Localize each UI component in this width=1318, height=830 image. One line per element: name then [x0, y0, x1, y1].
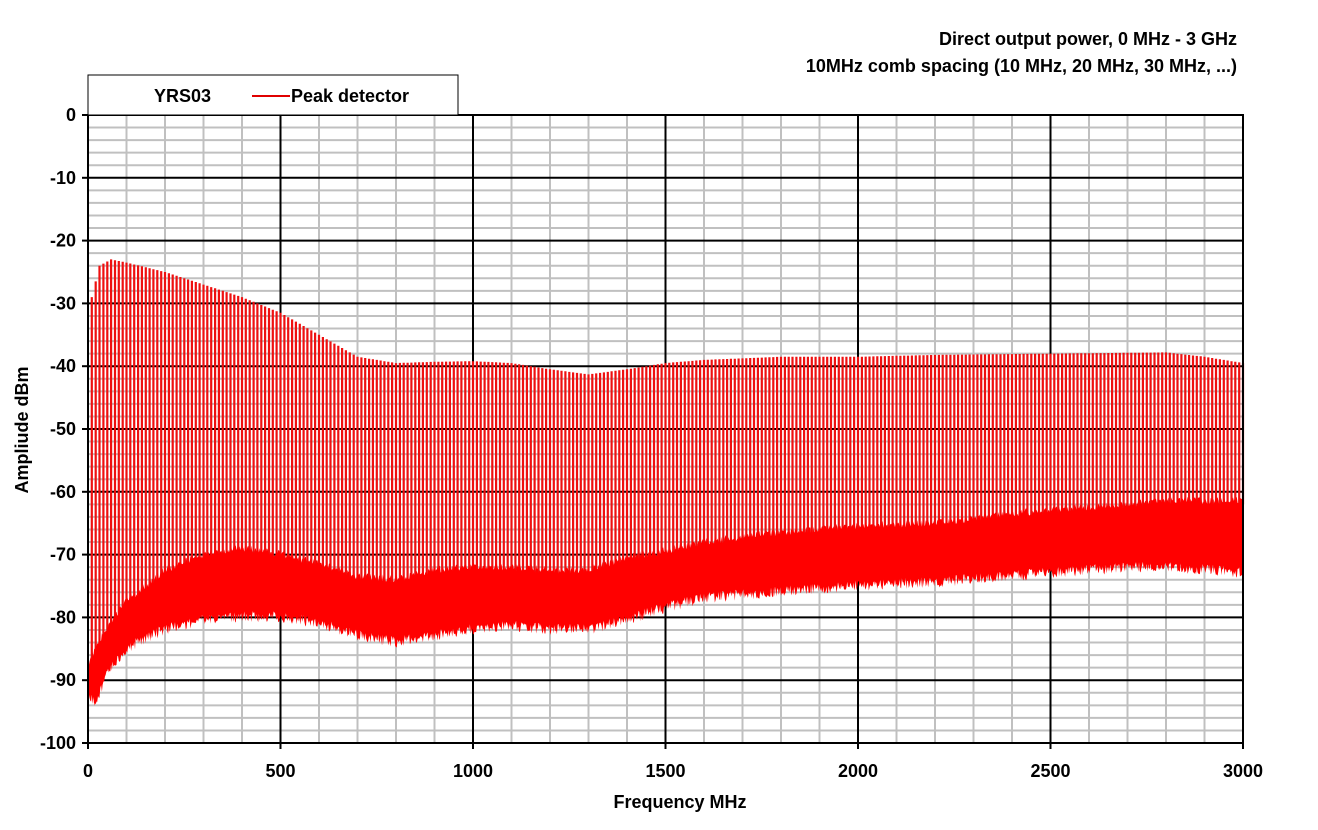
x-tick-label: 500: [265, 761, 295, 781]
y-axis-label: Ampliude dBm: [12, 366, 32, 493]
x-tick-label: 1000: [453, 761, 493, 781]
y-tick-label: -10: [50, 168, 76, 188]
y-tick-label: -80: [50, 607, 76, 627]
comb-spikes: [90, 259, 1245, 661]
x-tick-label: 2500: [1030, 761, 1070, 781]
y-tick-label: -30: [50, 293, 76, 313]
y-tick-label: -20: [50, 231, 76, 251]
x-tick-label: 1500: [645, 761, 685, 781]
x-tick-label: 3000: [1223, 761, 1263, 781]
chart-title-line-1: Direct output power, 0 MHz - 3 GHz: [938, 29, 1237, 49]
y-tick-label: 0: [66, 105, 76, 125]
x-tick-label: 2000: [838, 761, 878, 781]
legend-entry-peak-detector: Peak detector: [291, 86, 409, 106]
y-tick-label: -100: [40, 733, 76, 753]
x-tick-label: 0: [83, 761, 93, 781]
y-tick-label: -40: [50, 356, 76, 376]
noise-floor-band: [88, 496, 1243, 706]
y-tick-label: -50: [50, 419, 76, 439]
legend-title: YRS03: [154, 86, 211, 106]
y-tick-label: -90: [50, 670, 76, 690]
y-tick-label: -70: [50, 545, 76, 565]
legend: YRS03 Peak detector: [87, 74, 459, 116]
chart-title-line-2: 10MHz comb spacing (10 MHz, 20 MHz, 30 M…: [805, 56, 1237, 76]
x-axis-label: Frequency MHz: [613, 792, 746, 812]
y-tick-label: -60: [50, 482, 76, 502]
